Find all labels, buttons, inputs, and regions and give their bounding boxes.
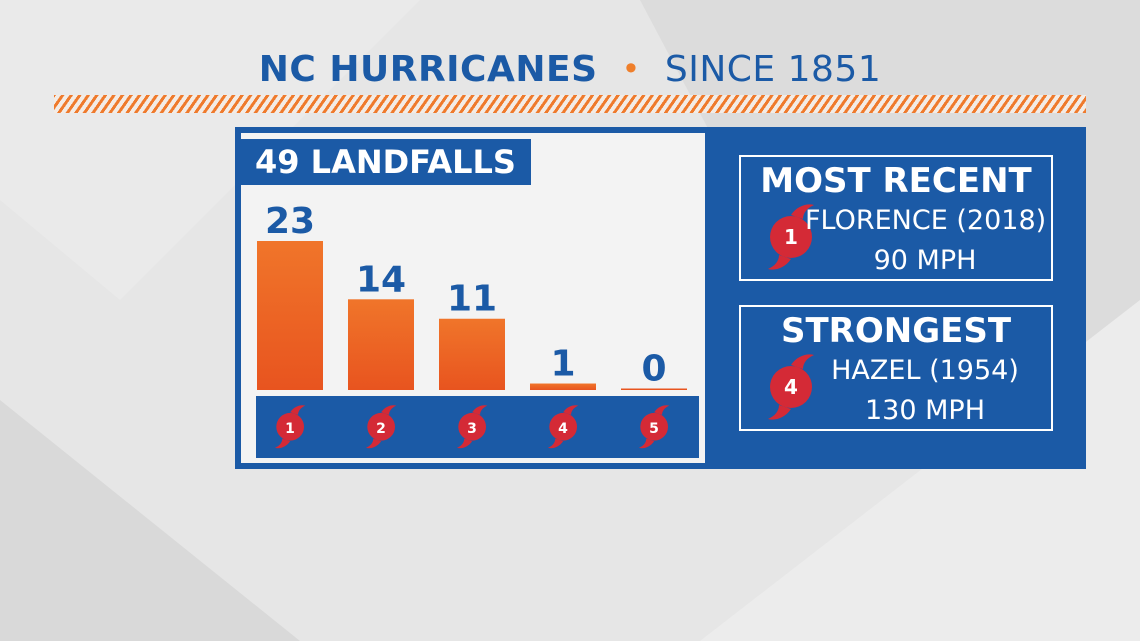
hurricane-symbol-icon: 4 bbox=[768, 354, 814, 420]
strongest-heading: STRONGEST bbox=[780, 311, 1012, 351]
hurricane-symbol-icon bbox=[638, 405, 670, 449]
category-tick-label: 2 bbox=[376, 421, 386, 437]
most-recent-speed: 90 MPH bbox=[873, 245, 977, 276]
title-sub: SINCE 1851 bbox=[664, 48, 882, 90]
hurricane-symbol-icon bbox=[456, 405, 488, 449]
hurricane-symbol-icon bbox=[365, 405, 397, 449]
most-recent-name: FLORENCE (2018) bbox=[805, 205, 1047, 236]
category-tick-label: 4 bbox=[558, 421, 568, 437]
bar-category-4 bbox=[530, 383, 596, 390]
category-tick-label: 5 bbox=[649, 421, 659, 437]
most-recent-category: 1 bbox=[784, 225, 798, 249]
bar-category-2 bbox=[348, 299, 414, 390]
strongest-speed: 130 MPH bbox=[865, 395, 985, 426]
category-tick-label: 1 bbox=[285, 421, 295, 437]
chart-title: 49 LANDFALLS bbox=[241, 139, 531, 185]
hurricane-symbol-icon bbox=[274, 405, 306, 449]
strongest-name: HAZEL (1954) bbox=[831, 355, 1019, 386]
bar-value-label: 11 bbox=[447, 279, 497, 320]
bar-value-label: 14 bbox=[356, 259, 406, 300]
bar-value-label: 1 bbox=[550, 344, 575, 385]
title-separator: • bbox=[621, 50, 641, 88]
bar-category-3 bbox=[439, 318, 505, 390]
strongest-category: 4 bbox=[784, 375, 798, 399]
orange-stripe-divider bbox=[54, 95, 1086, 113]
title-main: NC HURRICANES bbox=[258, 48, 598, 90]
category-tick-label: 3 bbox=[467, 421, 477, 437]
hurricane-symbol-icon bbox=[547, 405, 579, 449]
strongest-box: STRONGEST 4 HAZEL (1954) 130 MPH bbox=[739, 305, 1053, 431]
bar-category-5 bbox=[621, 388, 687, 390]
page-title: NC HURRICANES • SINCE 1851 bbox=[0, 44, 1140, 94]
bar-category-1 bbox=[257, 241, 323, 390]
hurricane-symbol-icon: 1 bbox=[768, 204, 814, 270]
most-recent-heading: MOST RECENT bbox=[760, 161, 1032, 201]
bar-value-label: 0 bbox=[641, 349, 666, 390]
most-recent-box: MOST RECENT 1 FLORENCE (2018) 90 MPH bbox=[739, 155, 1053, 281]
bar-value-label: 23 bbox=[265, 201, 315, 242]
